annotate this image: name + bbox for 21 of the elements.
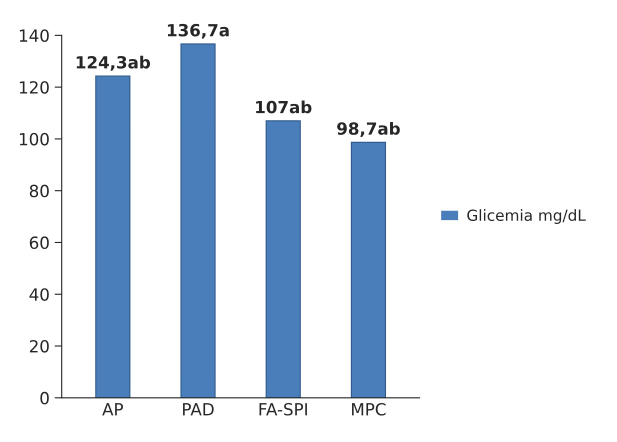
- x-tick-label: MPC: [352, 402, 386, 416]
- y-tick-label: 140: [20, 29, 49, 42]
- text: 136,7a: [168, 24, 229, 39]
- text: 98,7ab: [337, 122, 400, 138]
- bar: [350, 142, 386, 398]
- bar: [95, 75, 130, 398]
- bar: [266, 120, 301, 398]
- y-tick-label: 40: [30, 288, 49, 301]
- y-tick-label: 80: [30, 184, 49, 198]
- y-tick-label: 120: [20, 81, 49, 94]
- text: 124,3ab: [76, 56, 150, 71]
- x-tick-label: AP: [102, 403, 123, 416]
- y-tick-label: 60: [30, 236, 49, 250]
- x-tick-label: PAD: [183, 403, 214, 416]
- x-tick-label: FA-SPI: [260, 402, 307, 416]
- bar: [180, 43, 216, 398]
- text: 107ab: [256, 100, 312, 114]
- y-tick-label: 0: [40, 392, 49, 404]
- y-tick-label: 100: [20, 132, 49, 146]
- legend-label: Glicemia mg/dL: [467, 209, 586, 224]
- y-tick-label: 20: [30, 340, 49, 353]
